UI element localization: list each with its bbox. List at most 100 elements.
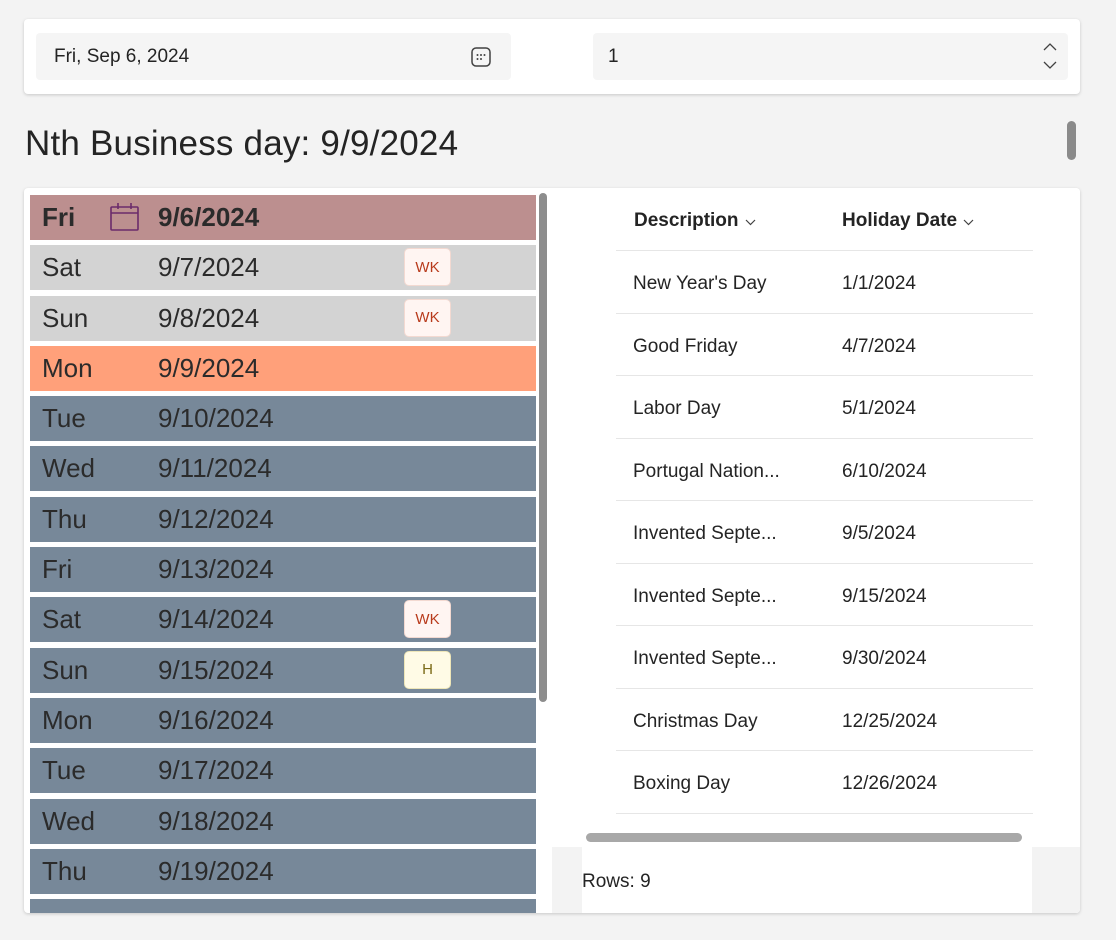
day-date: 9/9/2024 xyxy=(158,352,260,383)
table-row[interactable]: Christmas Day 12/25/2024 xyxy=(616,689,1033,751)
day-row[interactable]: Wed 9/18/2024 xyxy=(30,798,536,844)
holiday-date: 12/25/2024 xyxy=(842,710,938,732)
day-name: Sat xyxy=(42,252,82,283)
day-name: Thu xyxy=(42,503,87,534)
day-row[interactable] xyxy=(30,899,536,913)
table-footer: Rows: 9 xyxy=(582,847,1032,913)
day-date: 9/6/2024 xyxy=(158,202,260,232)
date-picker-value: Fri, Sep 6, 2024 xyxy=(54,45,190,67)
day-row[interactable]: Sun 9/8/2024 WK xyxy=(30,295,536,341)
holiday-description: Good Friday xyxy=(633,335,738,357)
day-date: 9/11/2024 xyxy=(158,453,272,484)
nth-day-number-value: 1 xyxy=(608,45,619,67)
day-date: 9/15/2024 xyxy=(158,654,274,685)
holiday-description: Boxing Day xyxy=(633,773,731,794)
column-header-description[interactable]: Description xyxy=(634,210,756,232)
holiday-date: 9/15/2024 xyxy=(842,585,927,607)
day-name: Sun xyxy=(42,302,89,333)
table-header: Description Holiday Date xyxy=(616,188,1033,251)
day-name: Mon xyxy=(42,352,93,383)
day-date: 9/7/2024 xyxy=(158,252,260,283)
holidays-table: Description Holiday Date New Year's Day 1… xyxy=(552,188,1080,913)
holiday-badge: H xyxy=(404,650,451,689)
day-date: 9/10/2024 xyxy=(158,403,274,434)
day-date: 9/14/2024 xyxy=(158,604,274,635)
day-name: Tue xyxy=(42,755,86,786)
column-header-holiday-date[interactable]: Holiday Date xyxy=(842,210,974,232)
day-row[interactable]: Thu 9/12/2024 xyxy=(30,496,536,542)
table-horizontal-scrollbar[interactable] xyxy=(586,833,1022,842)
day-row[interactable]: Fri 9/6/2024 xyxy=(30,195,536,240)
date-picker-input[interactable]: Fri, Sep 6, 2024 xyxy=(36,33,511,80)
holiday-date: 1/1/2024 xyxy=(842,273,916,294)
day-row[interactable]: Tue 9/10/2024 xyxy=(30,396,536,442)
holiday-description: Labor Day xyxy=(633,398,721,419)
day-date: 9/17/2024 xyxy=(158,755,274,786)
main-card: Fri 9/6/2024 Sat 9/7/2024 WK Sun 9/8/2024 WK Mon… xyxy=(24,188,1080,913)
day-row[interactable]: Sat 9/7/2024 WK xyxy=(30,245,536,291)
chevron-down-icon xyxy=(963,210,974,232)
holiday-description: Invented Septe... xyxy=(633,648,777,669)
holiday-date: 5/1/2024 xyxy=(842,398,916,419)
holiday-date: 9/5/2024 xyxy=(842,523,916,544)
holiday-date: 12/26/2024 xyxy=(842,773,938,794)
day-date: 9/12/2024 xyxy=(158,503,274,534)
days-list-scrollbar[interactable] xyxy=(539,193,547,702)
day-name: Wed xyxy=(42,805,95,836)
day-name: Sat xyxy=(42,604,82,635)
day-date: 9/8/2024 xyxy=(158,302,260,333)
rows-count: Rows: 9 xyxy=(582,871,651,892)
chevron-up-icon[interactable] xyxy=(1043,39,1057,55)
day-date: 9/18/2024 xyxy=(158,805,274,836)
day-row[interactable]: Fri 9/13/2024 xyxy=(30,547,536,593)
page-title: Nth Business day: 9/9/2024 xyxy=(25,124,459,163)
day-name: Thu xyxy=(42,855,87,886)
table-row[interactable]: Invented Septe... 9/30/2024 xyxy=(616,626,1033,689)
day-row[interactable]: Sat 9/14/2024 WK xyxy=(30,597,536,643)
days-list: Fri 9/6/2024 Sat 9/7/2024 WK Sun 9/8/2024 WK Mon… xyxy=(30,195,536,913)
chevron-down-icon[interactable] xyxy=(1043,57,1057,73)
day-row[interactable]: Sun 9/15/2024 H xyxy=(30,647,536,693)
nth-day-number-input[interactable]: 1 xyxy=(593,33,1068,80)
day-name: Fri xyxy=(42,202,76,232)
table-row[interactable]: Invented Septe... 9/5/2024 xyxy=(616,501,1033,564)
day-name: Mon xyxy=(42,704,93,735)
table-row[interactable]: Portugal Nation... 6/10/2024 xyxy=(616,439,1033,501)
holiday-description: New Year's Day xyxy=(633,273,767,294)
day-row[interactable]: Thu 9/19/2024 xyxy=(30,848,536,894)
holiday-date: 4/7/2024 xyxy=(842,335,916,357)
day-name: Fri xyxy=(42,554,73,585)
day-row[interactable]: Tue 9/17/2024 xyxy=(30,748,536,794)
calendar-icon[interactable] xyxy=(469,45,493,69)
holiday-description: Christmas Day xyxy=(633,710,758,732)
day-name: Wed xyxy=(42,453,95,484)
day-date: 9/16/2024 xyxy=(158,704,274,735)
day-date: 9/19/2024 xyxy=(158,855,274,886)
table-row[interactable]: New Year's Day 1/1/2024 xyxy=(616,251,1033,314)
table-row[interactable]: Boxing Day 12/26/2024 xyxy=(616,751,1033,814)
day-name: Tue xyxy=(42,403,86,434)
number-spinner[interactable] xyxy=(1042,39,1058,73)
table-row[interactable]: Labor Day 5/1/2024 xyxy=(616,376,1033,439)
day-name: Sun xyxy=(42,654,89,685)
day-row[interactable]: Mon 9/9/2024 xyxy=(30,345,536,391)
weekend-badge: WK xyxy=(404,298,451,337)
holiday-description: Invented Septe... xyxy=(633,585,777,607)
day-row[interactable]: Mon 9/16/2024 xyxy=(30,697,536,743)
table-row[interactable]: Invented Septe... 9/15/2024 xyxy=(616,564,1033,626)
column-header-label: Description xyxy=(634,210,739,231)
controls-card: Fri, Sep 6, 2024 1 xyxy=(24,19,1080,94)
holiday-date: 9/30/2024 xyxy=(842,648,927,669)
day-row[interactable]: Wed 9/11/2024 xyxy=(30,446,536,492)
holiday-date: 6/10/2024 xyxy=(842,460,927,482)
weekend-badge: WK xyxy=(404,248,451,287)
holiday-description: Invented Septe... xyxy=(633,523,777,544)
page-scrollbar[interactable] xyxy=(1067,121,1076,160)
column-header-label: Holiday Date xyxy=(842,210,958,231)
chevron-down-icon xyxy=(745,210,756,232)
holiday-description: Portugal Nation... xyxy=(633,460,780,482)
footer-gutter xyxy=(552,847,582,913)
table-row[interactable]: Good Friday 4/7/2024 xyxy=(616,314,1033,376)
footer-gutter xyxy=(1032,847,1080,913)
